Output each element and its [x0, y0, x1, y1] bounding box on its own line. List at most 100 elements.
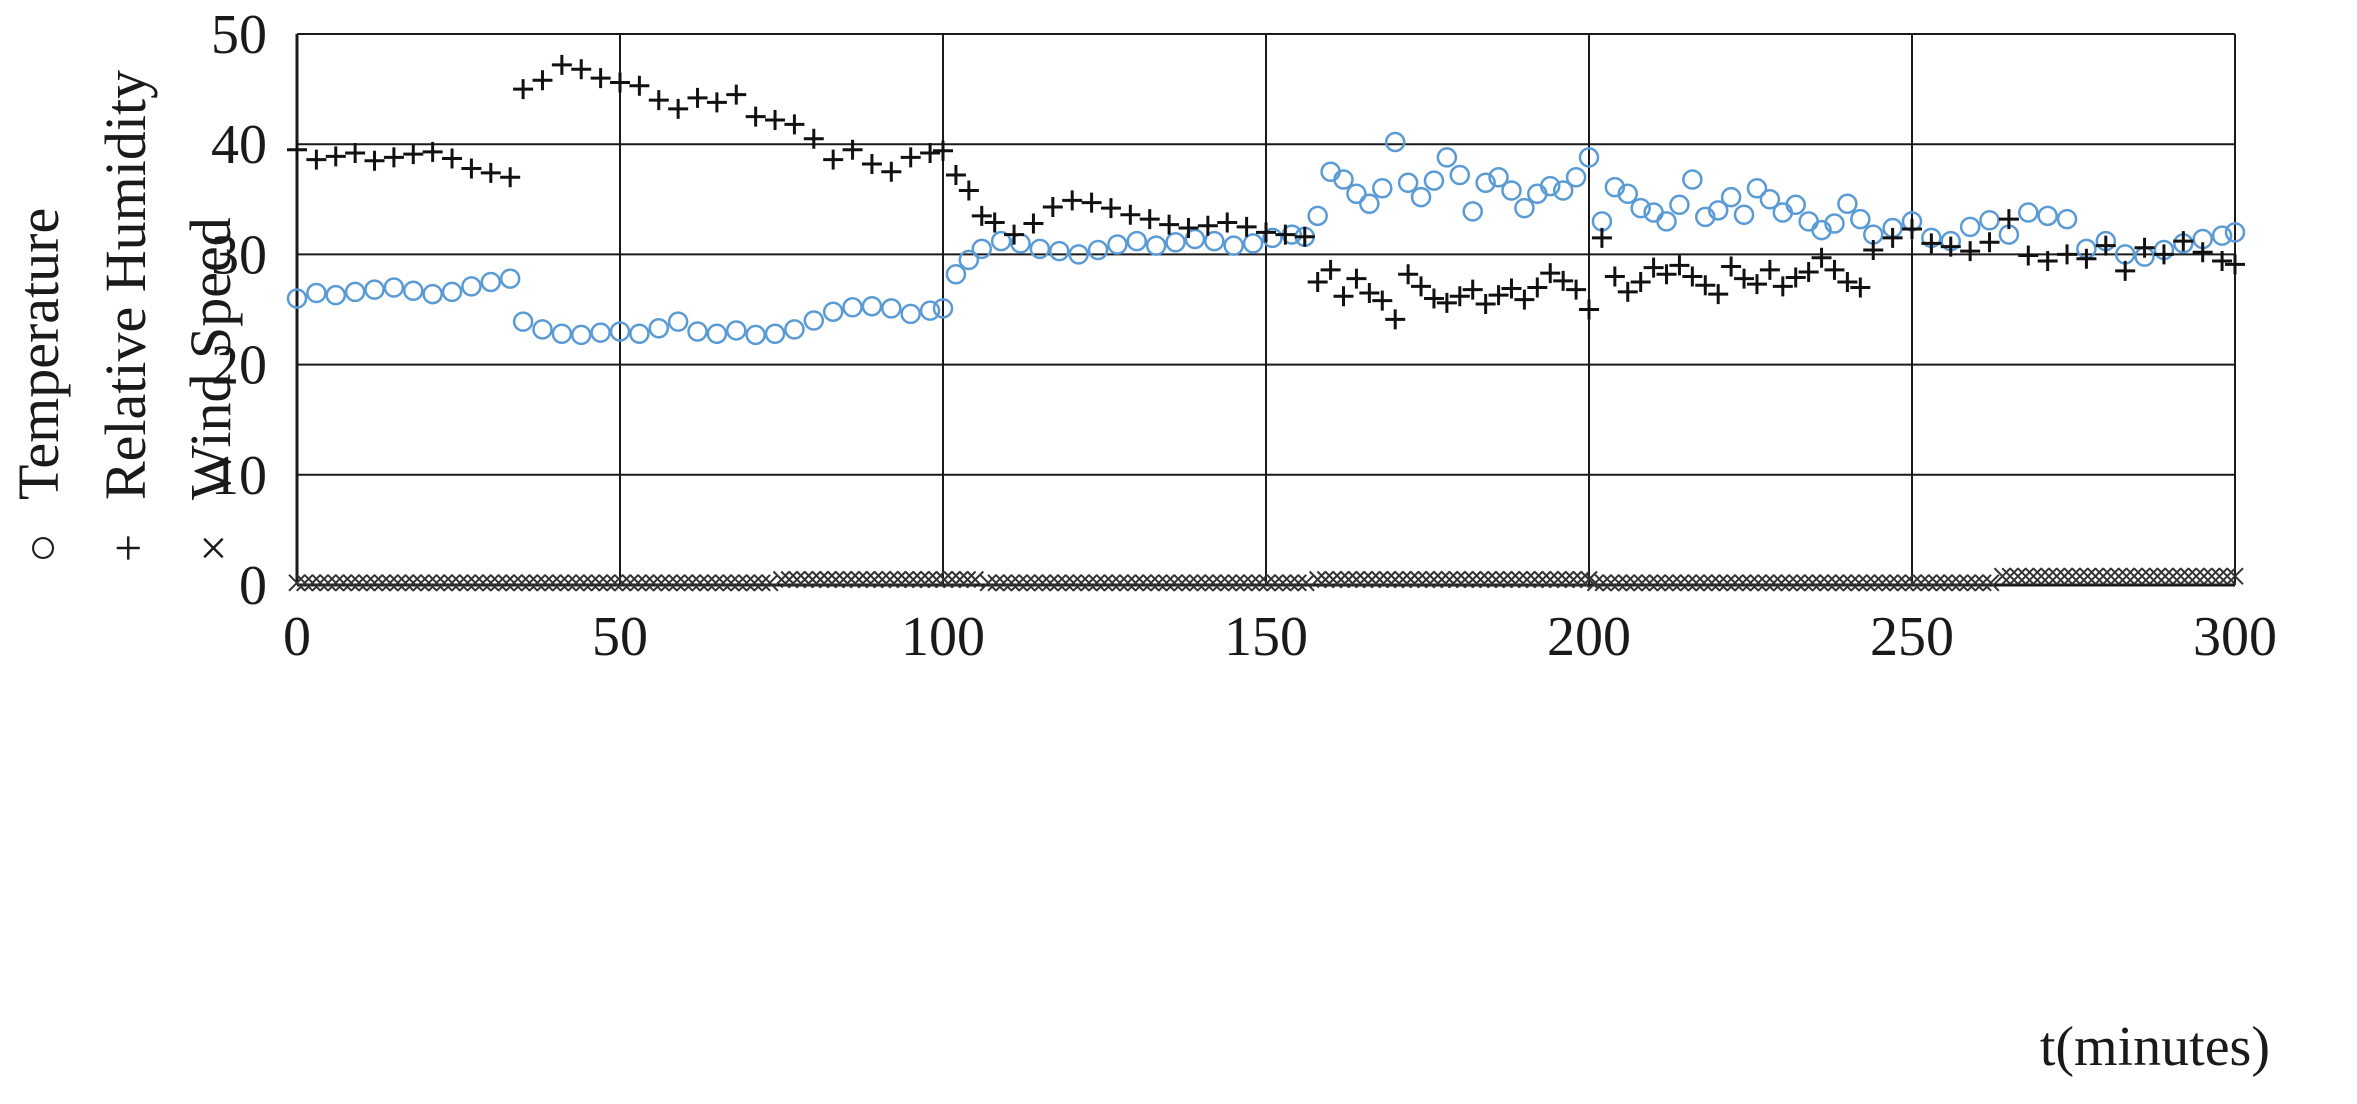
humidity-point	[1320, 259, 1341, 280]
y-tick-label: 10	[211, 445, 267, 507]
wind-speed-point	[1057, 574, 1075, 592]
temperature-point	[1733, 204, 1755, 225]
humidity-point	[610, 72, 630, 93]
humidity-point	[1346, 268, 1367, 289]
temperature-point	[1449, 164, 1471, 186]
wind-speed-point	[1586, 574, 1605, 592]
wind-speed-point	[668, 574, 686, 592]
humidity-point	[1960, 241, 1981, 262]
wind-speed-point	[834, 570, 853, 589]
wind-speed-point	[1173, 574, 1191, 592]
wind-speed-point	[1602, 574, 1620, 592]
temperature-point	[958, 249, 980, 271]
temperature-point	[1359, 193, 1380, 214]
wind-speed-point	[1033, 574, 1052, 592]
wind-speed-point	[987, 574, 1005, 592]
wind-speed-point	[2164, 567, 2182, 585]
humidity-point	[2173, 231, 2194, 252]
humidity-point	[1882, 227, 1903, 248]
humidity-point	[803, 128, 824, 149]
wind-speed-point	[1943, 574, 1961, 592]
humidity-point	[442, 148, 463, 169]
wind-speed-point	[2133, 567, 2151, 585]
temperature-point	[1695, 206, 1716, 228]
wind-speed-point	[1510, 570, 1528, 589]
temperature-point	[1759, 189, 1781, 210]
humidity-point	[1643, 257, 1664, 278]
wind-speed-point	[1274, 574, 1292, 592]
temperature-point	[1488, 167, 1509, 188]
legend-symbol: ×	[185, 534, 241, 562]
wind-speed-point	[1873, 574, 1891, 592]
wind-speed-point	[1188, 574, 1207, 592]
humidity-point	[971, 205, 992, 226]
wind-speed-point	[683, 574, 702, 592]
temperature-point	[784, 319, 805, 340]
wind-speed-point	[1993, 567, 2012, 585]
wind-speed-point	[613, 574, 632, 592]
wind-speed-point	[1010, 574, 1028, 592]
wind-speed-point	[1502, 570, 1521, 589]
humidity-point	[1178, 217, 1199, 238]
wind-speed-point	[1324, 570, 1342, 589]
temperature-point	[286, 288, 308, 309]
wind-speed-point	[644, 574, 663, 592]
x-tick-label: 100	[901, 606, 985, 668]
humidity-point	[2153, 244, 2174, 265]
humidity-point	[1462, 279, 1483, 300]
temperature-point	[1242, 233, 1264, 254]
wind-speed-point	[873, 570, 891, 589]
wind-speed-point	[943, 570, 961, 589]
humidity-point	[1514, 289, 1535, 310]
wind-speed-point	[606, 574, 624, 592]
wind-speed-point	[803, 570, 822, 589]
humidity-point	[920, 143, 941, 164]
humidity-point	[1256, 222, 1276, 243]
wind-speed-point	[912, 570, 930, 589]
humidity-point	[2095, 235, 2116, 256]
humidity-point	[823, 149, 844, 170]
humidity-point	[1275, 224, 1296, 245]
wind-speed-point	[1687, 574, 1705, 592]
wind-speed-point	[1204, 574, 1222, 592]
temperature-point	[1798, 211, 1819, 232]
wind-speed-point	[327, 574, 345, 592]
wind-speed-point	[2024, 567, 2043, 585]
wind-speed-point	[1889, 574, 1907, 592]
humidity-point	[842, 139, 863, 160]
wind-speed-point	[1363, 570, 1381, 589]
humidity-point	[551, 54, 572, 75]
wind-speed-point	[2110, 567, 2128, 585]
humidity-point	[1385, 309, 1406, 330]
wind-speed-point	[780, 570, 798, 589]
wind-speed-point	[1378, 570, 1397, 589]
humidity-point	[2057, 244, 2078, 265]
wind-speed-point	[2195, 567, 2213, 585]
temperature-point	[881, 298, 902, 319]
wind-speed-point	[858, 570, 876, 589]
temperature-point	[422, 283, 443, 305]
wind-speed-point	[474, 574, 492, 592]
humidity-point	[1333, 286, 1354, 307]
temperature-point	[1423, 170, 1445, 191]
wind-speed-point	[1958, 574, 1977, 592]
humidity-point	[1372, 290, 1393, 311]
temperature-point	[1262, 227, 1283, 249]
wind-speed-point	[1281, 574, 1300, 592]
wind-speed-point	[629, 574, 647, 592]
humidity-point	[629, 75, 650, 96]
temperature-point	[1837, 193, 1858, 214]
wind-speed-point	[2187, 567, 2205, 585]
wind-speed-point	[1235, 574, 1253, 592]
wind-speed-point	[1734, 574, 1752, 592]
wind-speed-point	[551, 574, 570, 592]
wind-speed-point	[1982, 574, 2000, 592]
humidity-point	[513, 79, 534, 100]
wind-speed-point	[482, 574, 500, 592]
temperature-point	[1746, 178, 1768, 199]
temperature-point	[648, 317, 670, 339]
wind-speed-point	[1572, 570, 1590, 589]
wind-speed-point	[1150, 574, 1168, 592]
wind-speed-point	[1440, 570, 1459, 589]
temperature-point	[990, 230, 1012, 252]
